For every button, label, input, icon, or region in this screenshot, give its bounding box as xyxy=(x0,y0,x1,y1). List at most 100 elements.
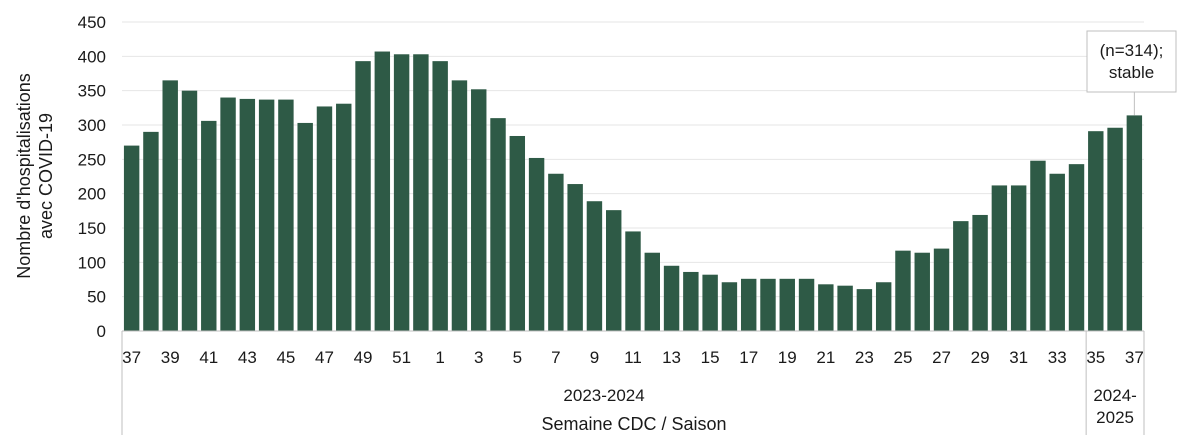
bar xyxy=(875,282,892,331)
bar xyxy=(413,54,429,331)
x-tick-label: 45 xyxy=(276,348,295,367)
y-tick-label: 100 xyxy=(78,253,106,272)
bar xyxy=(586,201,603,331)
bar xyxy=(336,103,352,331)
x-tick-label: 3 xyxy=(474,348,483,367)
x-tick-label: 37 xyxy=(122,348,141,367)
bar xyxy=(953,221,969,331)
annotation-callout: (n=314); stable xyxy=(1086,30,1177,116)
bar xyxy=(490,118,506,331)
season-label: 2023-2024 xyxy=(563,386,644,405)
bar xyxy=(451,80,468,331)
y-tick-label: 50 xyxy=(87,288,106,307)
y-axis-title: Nombre d'hospitalisations avec COVID-19 xyxy=(14,73,56,279)
x-tick-label: 17 xyxy=(739,348,758,367)
season-label: 2025 xyxy=(1096,408,1134,427)
callout-text: (n=314); xyxy=(1100,41,1164,60)
bar xyxy=(798,278,815,331)
x-tick-label: 21 xyxy=(816,348,835,367)
bar xyxy=(258,99,275,332)
x-tick-label: 9 xyxy=(590,348,599,367)
x-tick-label: 23 xyxy=(855,348,874,367)
x-tick-label: 11 xyxy=(624,348,642,367)
bar xyxy=(1030,160,1046,331)
bar xyxy=(393,54,410,331)
x-tick-label: 39 xyxy=(161,348,180,367)
bar xyxy=(1088,131,1104,331)
bar xyxy=(856,289,873,331)
bar xyxy=(278,99,294,332)
bar xyxy=(567,184,583,331)
bar xyxy=(316,106,333,332)
bars xyxy=(123,51,1143,332)
season-groups: 2023-2024 2024- 2025 xyxy=(121,331,1145,435)
bar xyxy=(721,282,738,331)
bar xyxy=(509,135,526,331)
bar xyxy=(740,278,757,331)
bar xyxy=(972,214,988,331)
bar xyxy=(683,271,699,331)
bar xyxy=(606,210,622,331)
x-tick-label: 33 xyxy=(1048,348,1067,367)
bar xyxy=(220,97,236,332)
bar xyxy=(991,185,1008,331)
bar xyxy=(779,278,795,331)
bar xyxy=(895,250,911,331)
bar xyxy=(471,89,487,331)
x-tick-label: 29 xyxy=(971,348,990,367)
bar xyxy=(914,252,930,331)
y-tick-label: 250 xyxy=(78,150,106,169)
bar xyxy=(644,252,660,331)
bar xyxy=(760,278,776,331)
x-axis-ticks: 37 39 41 43 45 47 49 51 1 3 5 7 9 11 13 15 17 19 21 23 25 27 2… xyxy=(122,348,1144,367)
x-tick-label: 25 xyxy=(894,348,913,367)
bar xyxy=(1068,164,1085,331)
bar xyxy=(181,90,198,332)
y-tick-label: 450 xyxy=(78,13,106,32)
x-tick-label: 1 xyxy=(435,348,444,367)
x-tick-label: 31 xyxy=(1009,348,1028,367)
season-label: 2024- xyxy=(1093,386,1136,405)
bar xyxy=(162,80,178,331)
bar xyxy=(933,248,950,331)
y-tick-label: 300 xyxy=(78,116,106,135)
bar xyxy=(201,120,217,331)
bar xyxy=(143,131,159,331)
bar xyxy=(432,61,448,331)
x-tick-label: 41 xyxy=(199,348,218,367)
callout-box xyxy=(1086,30,1177,93)
bar xyxy=(702,274,718,331)
x-tick-label: 5 xyxy=(513,348,522,367)
y-tick-label: 350 xyxy=(78,82,106,101)
x-tick-label: 7 xyxy=(551,348,560,367)
bar xyxy=(374,51,391,331)
y-tick-label: 0 xyxy=(97,322,106,341)
bar xyxy=(1126,115,1143,332)
x-tick-label: 37 xyxy=(1125,348,1144,367)
bar xyxy=(1107,127,1123,331)
bar xyxy=(1049,173,1065,331)
x-tick-label: 13 xyxy=(662,348,681,367)
x-tick-label: 43 xyxy=(238,348,257,367)
y-axis-ticks: 0 50 100 150 200 250 300 350 400 450 xyxy=(78,13,106,341)
bar xyxy=(1010,185,1027,331)
x-tick-label: 15 xyxy=(701,348,720,367)
callout-text: stable xyxy=(1109,63,1154,82)
bar xyxy=(625,231,641,331)
bar xyxy=(123,145,140,331)
x-tick-label: 49 xyxy=(354,348,373,367)
bar xyxy=(528,157,545,331)
y-tick-label: 200 xyxy=(78,185,106,204)
bar xyxy=(837,285,853,331)
bar xyxy=(548,173,564,331)
bar xyxy=(663,265,680,331)
x-tick-label: 47 xyxy=(315,348,334,367)
bar xyxy=(355,61,371,331)
bar xyxy=(239,98,256,331)
y-tick-label: 150 xyxy=(78,219,106,238)
x-tick-label: 27 xyxy=(932,348,951,367)
bar xyxy=(297,122,313,331)
y-tick-label: 400 xyxy=(78,47,106,66)
x-tick-label: 19 xyxy=(778,348,797,367)
